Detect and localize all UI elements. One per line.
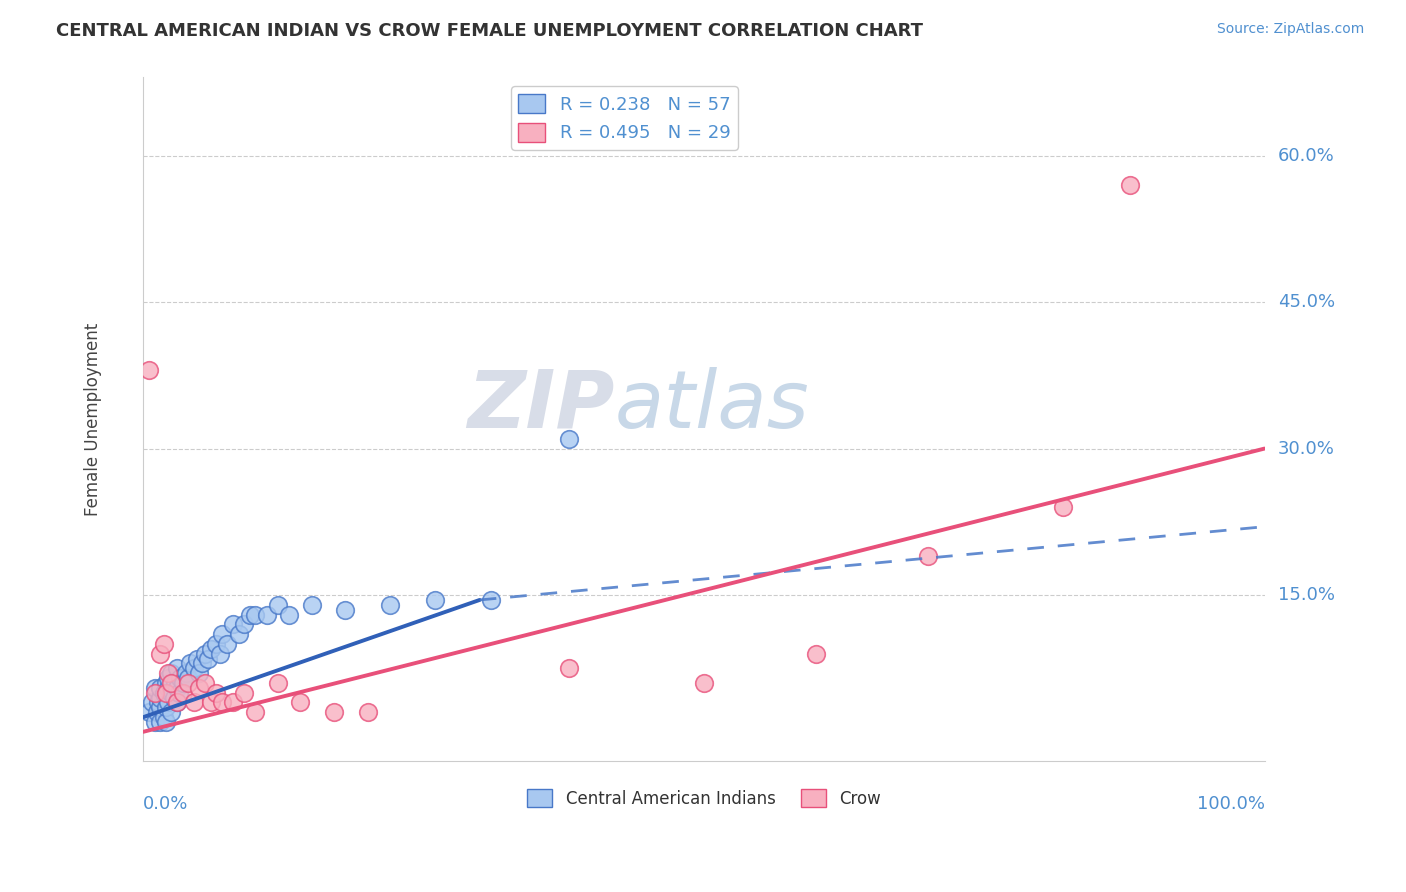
Point (156, 696, 179, 710)
Point (169, 671, 191, 685)
Point (152, 637, 174, 651)
Point (194, 676, 217, 690)
Point (239, 607, 262, 622)
Point (152, 710, 174, 724)
Point (183, 696, 205, 710)
Point (156, 681, 179, 695)
Point (200, 641, 222, 656)
Legend: Central American Indians, Crow: Central American Indians, Crow (520, 782, 887, 814)
Point (156, 666, 179, 681)
Point (233, 686, 256, 700)
Point (256, 607, 278, 622)
Point (479, 593, 502, 607)
Point (149, 647, 172, 661)
Point (356, 705, 378, 719)
Point (155, 686, 177, 700)
Point (378, 598, 401, 612)
Point (156, 671, 179, 685)
Point (141, 696, 163, 710)
Point (278, 607, 301, 622)
Point (160, 705, 183, 719)
Point (323, 705, 346, 719)
Point (333, 603, 356, 617)
Point (693, 676, 716, 690)
Point (143, 681, 166, 695)
Point (143, 686, 166, 700)
Point (160, 676, 183, 690)
Point (166, 696, 188, 710)
Point (149, 714, 172, 729)
Point (146, 696, 169, 710)
Point (245, 705, 267, 719)
Text: Female Unemployment: Female Unemployment (84, 323, 101, 516)
Point (267, 598, 290, 612)
Point (197, 651, 219, 665)
Point (188, 681, 211, 695)
Point (166, 681, 188, 695)
Point (163, 676, 186, 690)
Point (177, 676, 200, 690)
Point (138, 363, 160, 377)
Point (228, 627, 250, 641)
Text: 60.0%: 60.0% (1278, 146, 1334, 164)
Point (155, 700, 177, 714)
Text: 30.0%: 30.0% (1278, 440, 1334, 458)
Point (211, 627, 233, 641)
Point (804, 647, 827, 661)
Point (205, 686, 228, 700)
Point (233, 617, 256, 632)
Point (186, 651, 208, 665)
Text: 15.0%: 15.0% (1278, 586, 1336, 604)
Point (245, 607, 267, 622)
Point (200, 696, 222, 710)
Point (917, 549, 939, 563)
Point (174, 666, 197, 681)
Text: ZIP: ZIP (467, 367, 614, 444)
Text: CENTRAL AMERICAN INDIAN VS CROW FEMALE UNEMPLOYMENT CORRELATION CHART: CENTRAL AMERICAN INDIAN VS CROW FEMALE U… (56, 22, 924, 40)
Point (138, 705, 160, 719)
Point (205, 637, 228, 651)
Point (149, 700, 172, 714)
Point (149, 681, 172, 695)
Point (190, 657, 212, 671)
Point (179, 657, 201, 671)
Point (177, 671, 200, 685)
Point (290, 696, 312, 710)
Point (222, 617, 245, 632)
Point (267, 676, 290, 690)
Point (222, 696, 245, 710)
Text: 45.0%: 45.0% (1278, 293, 1336, 311)
Point (558, 661, 581, 675)
Point (301, 598, 323, 612)
Text: 100.0%: 100.0% (1197, 796, 1264, 814)
Point (160, 666, 183, 681)
Point (558, 432, 581, 446)
Point (423, 593, 446, 607)
Point (160, 686, 183, 700)
Point (172, 686, 194, 700)
Point (211, 696, 233, 710)
Text: atlas: atlas (614, 367, 808, 444)
Point (143, 714, 166, 729)
Point (172, 676, 194, 690)
Point (155, 676, 177, 690)
Point (183, 661, 205, 675)
Point (1052, 500, 1074, 515)
Text: Source: ZipAtlas.com: Source: ZipAtlas.com (1216, 22, 1364, 37)
Point (208, 647, 231, 661)
Text: 0.0%: 0.0% (143, 796, 188, 814)
Point (194, 647, 217, 661)
Point (1119, 178, 1142, 192)
Point (166, 696, 188, 710)
Point (155, 714, 177, 729)
Point (217, 637, 239, 651)
Point (162, 690, 184, 705)
Point (146, 705, 169, 719)
Point (167, 686, 190, 700)
Point (166, 661, 188, 675)
Point (149, 690, 172, 705)
Point (152, 686, 174, 700)
Point (188, 666, 211, 681)
